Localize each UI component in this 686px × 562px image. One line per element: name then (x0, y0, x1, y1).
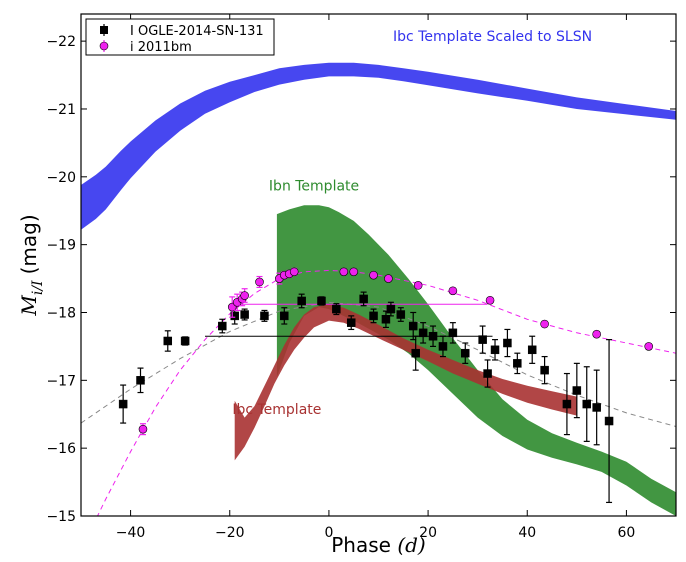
data-point (527, 345, 537, 355)
data-point (448, 328, 458, 338)
data-point (592, 329, 601, 339)
data-points (118, 267, 654, 504)
x-axis-label: Phase (d) (331, 533, 426, 557)
x-tick-label: −20 (215, 525, 245, 541)
data-point (562, 399, 572, 409)
data-point (540, 365, 549, 375)
data-point (413, 281, 423, 290)
data-point (289, 267, 299, 277)
legend-box (85, 18, 275, 56)
fit-curve (81, 301, 676, 427)
data-point (485, 295, 495, 305)
data-point (297, 296, 306, 306)
data-point (346, 318, 356, 327)
template-bands (81, 62, 676, 516)
x-tick-label: 60 (618, 525, 636, 541)
legend-label: i 2011bm (130, 40, 192, 55)
data-point (384, 274, 393, 283)
data-point (582, 399, 591, 409)
data-point (218, 321, 227, 331)
y-tick-label: −17 (46, 373, 76, 389)
data-point (136, 376, 145, 385)
data-point (339, 267, 349, 277)
data-point (332, 304, 341, 314)
data-point (240, 291, 249, 300)
fit-curve (96, 269, 676, 516)
annotation-label: Ibc Template Scaled to SLSN (393, 29, 592, 45)
data-point (503, 338, 512, 348)
data-point (396, 310, 406, 319)
data-point (408, 321, 418, 331)
data-point (381, 315, 391, 324)
data-point (428, 331, 438, 341)
x-tick-label: 0 (324, 525, 333, 541)
data-point (349, 267, 359, 277)
y-tick-label: −19 (46, 238, 76, 254)
y-tick-label: −22 (46, 34, 76, 50)
x-tick-label: −40 (116, 525, 146, 541)
axis-ticks: −40 −20 0 20 40 60 −15 −16 −17 −18 −19 −20 −21 −22 (46, 14, 676, 541)
data-point (359, 294, 368, 304)
data-point (438, 342, 448, 351)
data-point (369, 311, 378, 321)
x-tick-label: 40 (518, 525, 536, 541)
data-point (418, 328, 428, 338)
data-point (280, 311, 289, 321)
x-tick-label: 20 (419, 525, 437, 541)
legend-marker (99, 41, 109, 51)
data-point (461, 348, 470, 358)
y-tick-label: −16 (46, 441, 76, 457)
data-point (483, 369, 492, 378)
data-point (592, 403, 601, 412)
data-point (163, 336, 173, 346)
plot-frame (80, 13, 677, 517)
data-point (411, 348, 420, 358)
template-band (234, 304, 577, 461)
y-tick-label: −18 (46, 305, 76, 321)
y-tick-label: −21 (46, 102, 76, 118)
legend-label: I OGLE-2014-SN-131 (130, 24, 264, 39)
data-point (180, 336, 190, 346)
legend-marker (100, 26, 108, 34)
annotation-label: Ibc Template (232, 402, 321, 418)
data-point (513, 359, 522, 368)
data-point (138, 424, 148, 434)
data-point (604, 416, 614, 426)
data-point (572, 386, 582, 395)
y-tick-label: −20 (46, 170, 76, 186)
data-point (317, 296, 326, 306)
data-point (386, 304, 396, 314)
data-point (478, 335, 487, 344)
template-band (276, 205, 676, 516)
y-tick-label: −15 (46, 509, 76, 525)
data-point (644, 342, 654, 351)
annotation-label: Ibn Template (269, 178, 359, 194)
data-point (540, 319, 549, 329)
data-point (369, 270, 378, 280)
y-axis-label: Mi/I(mag) (17, 214, 46, 316)
data-point (118, 399, 128, 409)
data-point (260, 311, 269, 321)
data-point (448, 286, 458, 296)
data-point (255, 277, 264, 287)
annotations: Ibc Template Scaled to SLSN Ibn Template I… (232, 29, 592, 418)
data-point (490, 345, 500, 355)
data-point (240, 310, 249, 319)
template-band (81, 62, 676, 230)
data-point (230, 311, 239, 321)
